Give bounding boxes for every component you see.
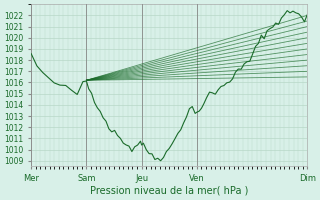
X-axis label: Pression niveau de la mer( hPa ): Pression niveau de la mer( hPa ) — [90, 186, 248, 196]
